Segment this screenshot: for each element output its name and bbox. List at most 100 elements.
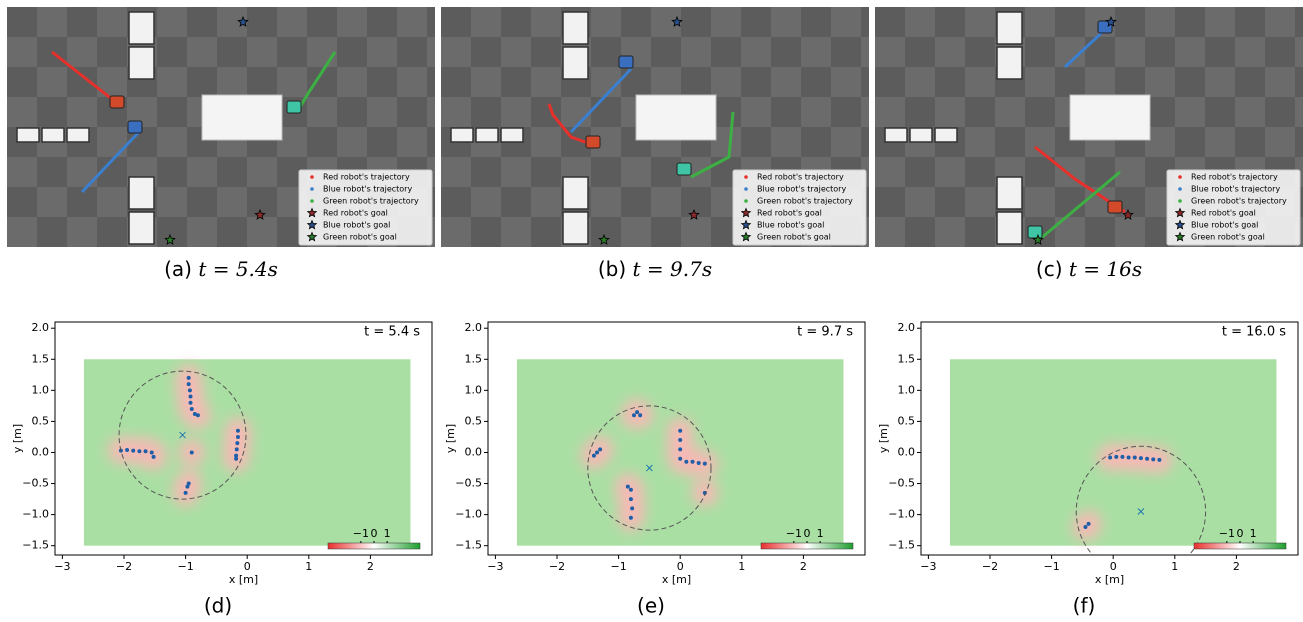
y-tick-label: −1.5 [888, 539, 915, 552]
plot: −3−2−1012−1.5−1.0−0.50.00.51.01.52.0x [m… [877, 321, 1298, 617]
obstacle-point [1151, 457, 1155, 461]
rack [563, 177, 588, 209]
obstacle-point [592, 454, 596, 458]
colorbar-tick-label: −1 [353, 527, 369, 540]
legend-label: Blue robot's goal [323, 221, 390, 230]
obstacle-point [189, 401, 193, 405]
photo-caption: (a) t = 5.4s [164, 257, 278, 281]
plot-caption: (e) [637, 594, 665, 618]
caption-time: t = 16s [1069, 257, 1142, 281]
legend-dot [1178, 187, 1182, 191]
photo-caption: (c) t = 16s [1036, 257, 1142, 281]
rack [563, 12, 588, 44]
photo: Red robot's trajectoryBlue robot's traje… [875, 7, 1303, 247]
colorbar-tick-label: 1 [1250, 527, 1257, 540]
caption-time: t = 9.7s [633, 257, 713, 281]
legend-dot [1178, 175, 1182, 179]
rack [563, 212, 588, 244]
x-tick-label: 1 [738, 560, 745, 573]
obstacle-point [236, 429, 240, 433]
x-tick-label: −1 [610, 560, 626, 573]
y-tick-label: 0.0 [32, 445, 50, 458]
photo-caption: (b) t = 9.7s [598, 257, 712, 281]
x-tick-label: 2 [367, 560, 374, 573]
y-tick-label: 0.0 [898, 445, 916, 458]
rack [129, 12, 154, 44]
obstacle-point [1083, 525, 1087, 529]
colorbar-tick-label: 0 [371, 527, 378, 540]
rack [129, 177, 154, 209]
legend-label: Green robot's goal [757, 233, 831, 242]
legend-label: Blue robot's trajectory [757, 185, 846, 194]
obstacle-point [1133, 455, 1137, 459]
obstacle-point [187, 376, 191, 380]
colorbar-tick-label: 1 [817, 527, 824, 540]
obstacle-point [1157, 458, 1161, 462]
obstacle-point [190, 407, 194, 411]
obstacle-point [678, 447, 682, 451]
obstacle-point [184, 491, 188, 495]
legend-label: Green robot's trajectory [1191, 197, 1287, 206]
legend-label: Green robot's trajectory [323, 197, 419, 206]
y-axis-label: y [m] [11, 424, 24, 453]
caption-label: (b) [598, 257, 626, 281]
plot-caption: (d) [204, 594, 232, 618]
x-tick-label: 1 [305, 560, 312, 573]
colorbar [1194, 543, 1286, 549]
rack [67, 128, 89, 142]
x-tick-label: −2 [982, 560, 998, 573]
legend-dot [310, 199, 314, 203]
obstacle-point [629, 516, 633, 520]
y-tick-label: −1.5 [455, 539, 482, 552]
obstacle-point [626, 485, 630, 489]
obstacle-point [137, 449, 141, 453]
y-tick-label: −1.0 [888, 508, 915, 521]
legend-dot [1178, 199, 1182, 203]
time-annotation: t = 9.7 s [797, 325, 853, 340]
rack [129, 47, 154, 79]
robot [677, 163, 691, 175]
colorbar [761, 543, 853, 549]
photo: Red robot's trajectory Blue robot's traje… [441, 7, 869, 247]
y-tick-label: 1.5 [32, 352, 50, 365]
y-tick-label: 2.0 [898, 321, 916, 334]
rack [129, 212, 154, 244]
colorbar-tick-label: 0 [804, 527, 811, 540]
y-tick-label: −0.5 [888, 477, 915, 490]
page: {"photos": [ {"label": "(a)", "time": "t… [0, 0, 1303, 622]
x-axis-label: x [m] [662, 573, 691, 586]
y-tick-label: 2.0 [32, 321, 50, 334]
rack [501, 128, 523, 142]
obstacle-point [125, 448, 129, 452]
x-tick-label: 2 [800, 560, 807, 573]
obstacle-point [150, 450, 154, 454]
y-tick-label: 0.5 [32, 414, 50, 427]
obstacle-point [185, 485, 189, 489]
plot-area [84, 359, 410, 545]
colorbar-tick-label: 0 [1237, 527, 1244, 540]
legend-dot [744, 175, 748, 179]
legend-dot [310, 175, 314, 179]
obstacle-point [598, 447, 602, 451]
legend-label: Red robot's trajectory [757, 173, 844, 182]
obstacle-point [678, 438, 682, 442]
obstacle-point [1108, 455, 1112, 459]
obstacle-point [703, 462, 707, 466]
rack [42, 128, 64, 142]
y-tick-label: −1.5 [22, 539, 49, 552]
robot [287, 101, 301, 113]
obstacle-point [187, 382, 191, 386]
photo: Red robot's trajectoryBlue robot's traje… [7, 7, 435, 247]
robot [110, 96, 124, 108]
legend-label: Blue robot's trajectory [1191, 185, 1280, 194]
legend-label: Green robot's trajectory [757, 197, 853, 206]
colorbar-tick-label: −1 [786, 527, 802, 540]
x-axis-label: x [m] [1095, 573, 1124, 586]
legend-label: Green robot's goal [323, 233, 397, 242]
time-annotation: t = 5.4 s [364, 325, 420, 340]
legend-label: Blue robot's goal [757, 221, 824, 230]
y-tick-label: 0.5 [465, 414, 483, 427]
caption-label: (a) [164, 257, 192, 281]
caption-label: (c) [1036, 257, 1063, 281]
obstacle-point [235, 447, 239, 451]
